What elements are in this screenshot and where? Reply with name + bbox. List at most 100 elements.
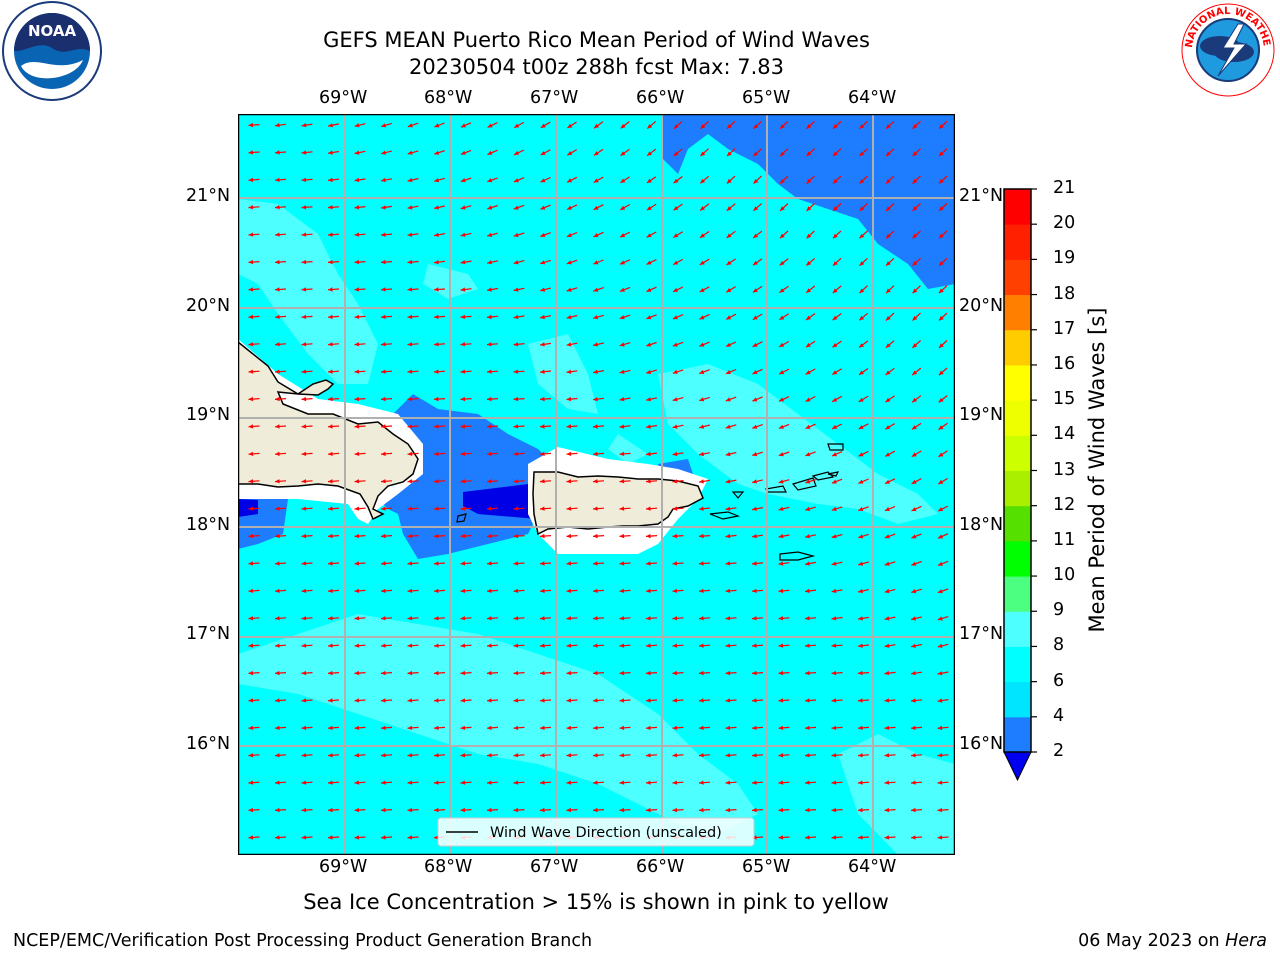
wave-direction-arrowhead xyxy=(407,287,413,292)
wave-direction-arrowhead xyxy=(434,396,439,402)
wave-direction-arrowhead xyxy=(487,314,492,320)
wave-direction-arrowhead xyxy=(778,807,784,813)
wave-direction-arrowhead xyxy=(354,807,360,813)
wave-direction-arrowhead xyxy=(487,369,492,374)
wave-direction-arrowhead xyxy=(832,452,837,457)
wave-direction-arrowhead xyxy=(354,177,360,183)
wave-direction-arrowhead xyxy=(805,807,810,813)
wave-direction-arrowhead xyxy=(460,670,466,676)
wave-direction-arrowhead xyxy=(566,780,572,785)
wave-direction-arrowhead xyxy=(354,287,360,292)
wave-direction-arrowhead xyxy=(780,206,785,211)
wave-direction-arrowhead xyxy=(699,479,704,484)
wave-direction-arrowhead xyxy=(593,533,598,539)
wave-direction-arrowhead xyxy=(831,506,837,511)
wave-direction-arrowhead xyxy=(858,534,864,539)
wave-direction-arrowhead xyxy=(540,369,545,374)
wave-direction-arrowhead xyxy=(381,259,386,265)
lon-label-bottom: 68°W xyxy=(424,857,473,877)
wave-direction-arrowhead xyxy=(699,725,704,730)
wave-direction-arrowhead xyxy=(833,124,838,129)
wave-direction-arrowhead xyxy=(275,479,280,484)
wave-direction-arrowhead xyxy=(725,753,731,758)
wave-direction-arrowhead xyxy=(540,588,545,593)
wave-direction-arrowhead xyxy=(884,835,890,840)
wave-direction-arrowhead xyxy=(407,698,413,703)
wave-direction-arrowhead xyxy=(593,561,598,566)
wave-direction-arrowhead xyxy=(567,178,573,183)
wave-direction-arrowhead xyxy=(540,725,545,730)
wave-direction-arrowhead xyxy=(673,287,679,292)
wave-direction-arrowhead xyxy=(619,397,625,402)
wave-direction-arrowhead xyxy=(699,588,704,593)
wave-direction-arrowhead xyxy=(460,725,466,730)
wave-direction-arrowhead xyxy=(593,260,599,265)
lon-label-top: 67°W xyxy=(530,88,579,108)
wave-direction-arrowhead xyxy=(886,124,891,129)
wave-direction-arrowhead xyxy=(911,671,916,676)
wave-direction-arrowhead xyxy=(487,698,492,703)
wave-direction-arrowhead xyxy=(806,206,812,211)
wave-direction-arrowhead xyxy=(460,479,466,484)
wave-direction-arrowhead xyxy=(328,725,333,730)
wave-direction-arrowhead xyxy=(275,150,280,155)
wave-direction-arrowhead xyxy=(407,314,413,319)
wave-direction-arrowhead xyxy=(354,643,360,648)
wave-direction-arrowhead xyxy=(725,698,731,703)
wave-direction-arrowhead xyxy=(646,670,651,676)
wave-direction-arrowhead xyxy=(328,670,333,676)
wave-direction-arrowhead xyxy=(939,151,944,157)
wave-direction-arrowhead xyxy=(725,616,731,621)
wave-direction-arrowhead xyxy=(434,150,440,155)
wave-direction-arrowhead xyxy=(275,287,280,292)
wave-direction-arrowhead xyxy=(859,315,865,321)
wave-direction-arrowhead xyxy=(805,452,811,457)
wave-direction-arrowhead xyxy=(619,451,625,456)
wave-direction-arrowhead xyxy=(460,260,466,265)
wave-direction-arrowhead xyxy=(513,451,519,456)
wave-direction-arrowhead xyxy=(248,780,254,785)
wave-direction-arrowhead xyxy=(275,424,280,429)
wave-direction-arrowhead xyxy=(833,206,838,211)
wave-direction-arrowhead xyxy=(566,725,572,730)
wave-direction-arrowhead xyxy=(248,177,254,182)
wave-direction-arrowhead xyxy=(593,643,598,648)
wave-direction-arrowhead xyxy=(540,670,545,676)
wave-direction-arrowhead xyxy=(434,369,439,374)
wave-direction-arrowhead xyxy=(620,151,626,156)
wave-direction-arrowhead xyxy=(619,670,625,676)
wave-direction-arrowhead xyxy=(646,451,651,457)
wave-direction-arrowhead xyxy=(328,123,333,128)
wave-direction-arrowhead xyxy=(540,753,545,758)
wave-direction-arrowhead xyxy=(673,260,679,265)
wave-direction-arrowhead xyxy=(275,369,280,374)
wave-direction-arrowhead xyxy=(566,424,572,429)
wave-direction-arrowhead xyxy=(434,424,439,429)
wave-direction-arrowhead xyxy=(700,151,706,157)
wave-direction-arrowhead xyxy=(752,370,758,374)
wave-direction-arrowhead xyxy=(859,343,864,348)
wave-direction-arrowhead xyxy=(540,424,545,429)
graticule xyxy=(238,114,955,855)
wave-direction-arrowhead xyxy=(540,260,546,265)
wave-direction-arrowhead xyxy=(752,397,758,402)
wave-direction-arrowhead xyxy=(859,178,865,184)
wave-direction-arrowhead xyxy=(513,232,519,237)
wave-direction-arrowhead xyxy=(460,150,466,155)
wave-direction-arrowhead xyxy=(779,288,785,293)
wave-direction-arrowhead xyxy=(884,534,890,539)
wave-direction-arrowhead xyxy=(460,643,466,648)
colorbar-tick-label: 9 xyxy=(1053,600,1065,621)
wave-direction-arrowhead xyxy=(885,425,891,430)
wave-direction-arrowhead xyxy=(937,643,943,648)
colorbar-tick-marks xyxy=(1031,188,1037,753)
wave-direction-arrowhead xyxy=(752,616,757,621)
wave-direction-arrowhead xyxy=(434,314,439,319)
colorbar-swatch xyxy=(1004,540,1031,577)
wave-direction-arrowhead xyxy=(646,287,652,292)
wave-direction-arrowhead xyxy=(593,725,598,730)
wave-direction-arrowhead xyxy=(939,288,944,294)
wave-direction-arrowhead xyxy=(566,451,572,456)
wave-direction-arrowhead xyxy=(806,178,812,184)
wave-direction-arrowhead xyxy=(487,753,492,758)
